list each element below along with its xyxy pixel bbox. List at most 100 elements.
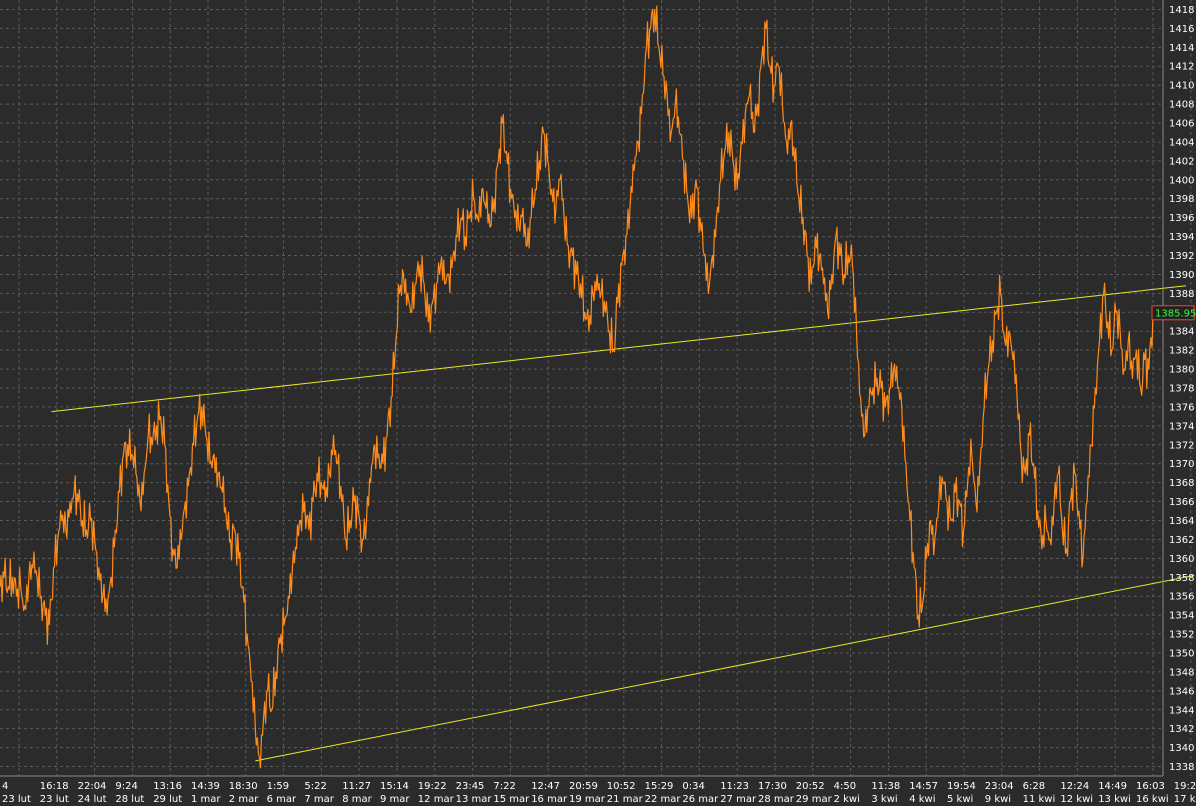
y-tick-label: 1378 xyxy=(1169,384,1194,395)
x-tick-time-label: 23:45 xyxy=(456,781,485,792)
x-tick-time-label: 16:18 xyxy=(40,781,69,792)
y-tick-label: 1360 xyxy=(1169,554,1194,565)
x-tick-date-label: 8 mar xyxy=(342,794,372,805)
x-tick-time-label: 14:57 xyxy=(909,781,938,792)
x-tick-date-label: 11 kwi xyxy=(1023,794,1056,805)
x-tick-time-label: 13:16 xyxy=(153,781,182,792)
x-tick-date-label: 23 lut xyxy=(40,794,69,805)
x-tick-date-label: 9 mar xyxy=(380,794,410,805)
y-tick-label: 1372 xyxy=(1169,440,1194,451)
x-tick-time-label: 20:59 xyxy=(569,781,598,792)
x-tick-date-label: 2 mar xyxy=(229,794,259,805)
y-tick-label: 1396 xyxy=(1169,213,1194,224)
x-tick-date-label: 3 kwi xyxy=(871,794,897,805)
y-tick-label: 1380 xyxy=(1169,365,1194,376)
x-tick-date-label: 5 kwi xyxy=(947,794,973,805)
x-tick-time-label: 6:28 xyxy=(1023,781,1045,792)
x-tick-date-label: 21 mar xyxy=(607,794,644,805)
x-tick-date-label: 13 mar xyxy=(456,794,493,805)
x-tick-time-label: 17:30 xyxy=(758,781,787,792)
y-tick-label: 1390 xyxy=(1169,270,1194,281)
x-tick-date-label: 16 mar xyxy=(531,794,568,805)
y-tick-label: 1362 xyxy=(1169,535,1194,546)
x-tick-date-label: 6 mar xyxy=(267,794,297,805)
price-series xyxy=(0,5,1154,769)
x-tick-time-label: 19:54 xyxy=(947,781,976,792)
x-tick-date-label: 27 mar xyxy=(720,794,757,805)
y-tick-label: 1382 xyxy=(1169,346,1194,357)
x-tick-time-label: 11:27 xyxy=(342,781,371,792)
y-tick-label: 1346 xyxy=(1169,686,1194,697)
grid-lines xyxy=(0,0,1192,776)
x-tick-date-label: 28 mar xyxy=(758,794,795,805)
x-tick-date-label: 28 lut xyxy=(115,794,144,805)
x-tick-time-label: 12:24 xyxy=(1060,781,1089,792)
x-tick-time-label: 19:21 xyxy=(1174,781,1196,792)
x-tick-date-label: 29 mar xyxy=(796,794,833,805)
x-tick-time-label: 5:22 xyxy=(304,781,326,792)
y-tick-label: 1398 xyxy=(1169,194,1194,205)
last-price-box xyxy=(1151,305,1195,321)
y-tick-label: 1364 xyxy=(1169,516,1194,527)
y-tick-label: 1412 xyxy=(1169,62,1194,73)
x-tick-time-label: 15:14 xyxy=(380,781,409,792)
x-tick-time-label: 12:47 xyxy=(531,781,560,792)
x-tick-date-label: 19 mar xyxy=(569,794,606,805)
x-tick-date-label: 7 mar xyxy=(304,794,334,805)
y-tick-label: 1344 xyxy=(1169,705,1194,716)
y-tick-label: 1388 xyxy=(1169,289,1194,300)
y-tick-label: 1368 xyxy=(1169,478,1194,489)
y-tick-label: 1400 xyxy=(1169,175,1194,186)
x-tick-time-label: 4:50 xyxy=(834,781,856,792)
y-tick-label: 1384 xyxy=(1169,327,1194,338)
x-tick-date-label: 24 lut xyxy=(78,794,107,805)
y-tick-label: 1374 xyxy=(1169,421,1194,432)
x-tick-time-label: 4 xyxy=(2,781,8,792)
x-tick-date-label: 12 mar xyxy=(418,794,455,805)
x-tick-date-label: 17 kwi xyxy=(1174,794,1196,805)
y-tick-label: 1342 xyxy=(1169,724,1194,735)
trendline xyxy=(255,574,1195,762)
x-tick-time-label: 1:59 xyxy=(267,781,289,792)
y-tick-label: 1404 xyxy=(1169,137,1194,148)
trendline xyxy=(51,285,1186,413)
y-tick-label: 1414 xyxy=(1169,43,1194,54)
y-tick-label: 1354 xyxy=(1169,611,1194,622)
y-tick-label: 1338 xyxy=(1169,762,1194,773)
x-tick-time-label: 20:52 xyxy=(796,781,825,792)
x-tick-date-label: 23 lut xyxy=(2,794,31,805)
x-tick-time-label: 11:23 xyxy=(720,781,749,792)
y-tick-label: 1376 xyxy=(1169,402,1194,413)
y-tick-label: 1352 xyxy=(1169,630,1194,641)
x-tick-time-label: 22:04 xyxy=(78,781,107,792)
y-axis: 1338 1340 1342 1344 1346 1348 1350 1352 1354 1356… xyxy=(1162,0,1194,776)
x-tick-date-label: 26 mar xyxy=(682,794,719,805)
x-tick-date-label: 9 kwi xyxy=(985,794,1011,805)
x-tick-time-label: 19:22 xyxy=(418,781,447,792)
last-price-tag: 1385.95 xyxy=(1151,305,1196,321)
x-tick-time-label: 14:39 xyxy=(191,781,220,792)
y-tick-label: 1350 xyxy=(1169,648,1194,659)
x-tick-date-label: 12 kwi xyxy=(1060,794,1093,805)
y-tick-label: 1408 xyxy=(1169,100,1194,111)
x-tick-date-label: 1 mar xyxy=(191,794,221,805)
x-tick-time-label: 11:38 xyxy=(871,781,900,792)
x-tick-time-label: 0:34 xyxy=(682,781,704,792)
x-tick-time-label: 23:04 xyxy=(985,781,1014,792)
y-tick-label: 1418 xyxy=(1169,5,1194,16)
y-tick-label: 1340 xyxy=(1169,743,1194,754)
y-tick-label: 1410 xyxy=(1169,81,1194,92)
x-tick-time-label: 10:52 xyxy=(607,781,636,792)
x-tick-time-label: 15:29 xyxy=(645,781,674,792)
last-price-label: 1385.95 xyxy=(1155,308,1196,319)
x-tick-date-label: 4 kwi xyxy=(909,794,935,805)
x-tick-date-label: 16 kwi xyxy=(1136,794,1169,805)
y-tick-label: 1406 xyxy=(1169,119,1194,130)
x-tick-date-label: 13 kwi xyxy=(1098,794,1131,805)
y-tick-label: 1394 xyxy=(1169,232,1194,243)
y-tick-label: 1358 xyxy=(1169,573,1194,584)
x-axis: 4 23 lut 16:18 23 lut 22:04 24 lut 9:24 28 lut 1… xyxy=(0,775,1196,805)
x-tick-date-label: 2 kwi xyxy=(834,794,860,805)
x-tick-date-label: 22 mar xyxy=(645,794,682,805)
